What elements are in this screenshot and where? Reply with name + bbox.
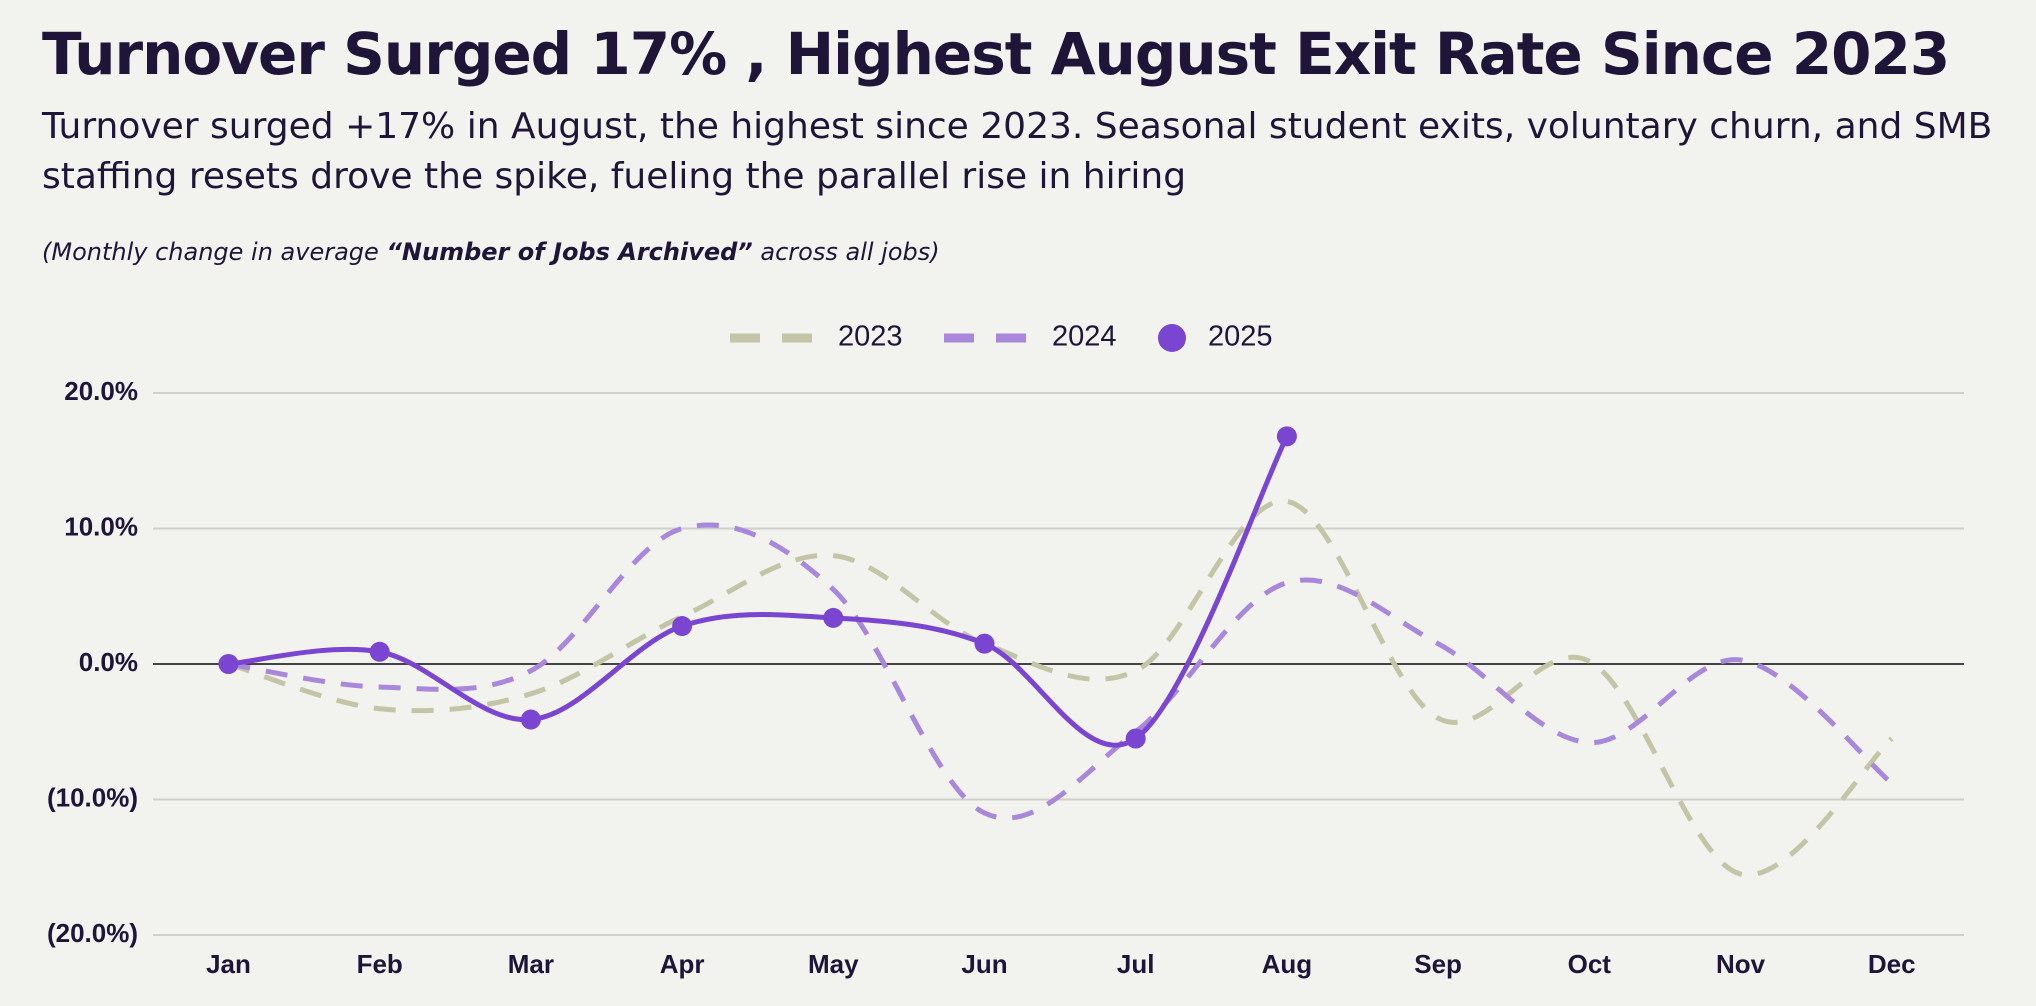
series-marker <box>520 709 541 730</box>
x-tick-label: Sep <box>1414 949 1462 979</box>
legend-symbol <box>1158 324 1186 352</box>
x-tick-label: Jun <box>961 949 1007 979</box>
x-tick-label: Apr <box>660 949 705 979</box>
y-tick-label: 10.0% <box>64 511 138 541</box>
legend-label: 2025 <box>1208 321 1273 353</box>
x-tick-label: Nov <box>1716 949 1766 979</box>
x-tick-label: Oct <box>1568 949 1612 979</box>
x-tick-label: Jul <box>1117 949 1155 979</box>
series-marker <box>974 633 995 654</box>
series-marker <box>369 641 390 662</box>
chart-title: Turnover Surged 17% , Highest August Exi… <box>42 20 1950 88</box>
series-marker <box>1276 426 1297 447</box>
x-tick-label: May <box>808 949 859 979</box>
x-tick-label: Jan <box>206 949 251 979</box>
y-tick-label: (20.0%) <box>47 918 138 948</box>
legend-label: 2023 <box>838 321 903 353</box>
note-text: (Monthly change in average <box>42 238 387 266</box>
series-line <box>228 522 1894 821</box>
legend-label: 2024 <box>1052 321 1117 353</box>
x-tick-label: Dec <box>1868 949 1916 979</box>
series-marker <box>823 607 844 628</box>
y-tick-label: (10.0%) <box>47 782 138 812</box>
y-tick-label: 20.0% <box>64 376 138 406</box>
series-line <box>228 435 1290 748</box>
series-marker <box>672 616 693 637</box>
x-tick-label: Feb <box>357 949 403 979</box>
chart-subtitle: Turnover surged +17% in August, the high… <box>42 106 1993 197</box>
x-tick-label: Aug <box>1262 949 1313 979</box>
series-line <box>227 498 1894 878</box>
series-marker <box>1125 728 1146 749</box>
y-tick-label: 0.0% <box>79 647 138 677</box>
series-marker <box>218 654 239 674</box>
chart-note: (Monthly change in average “Number of Jo… <box>42 238 940 266</box>
note-text: across all jobs) <box>752 238 940 266</box>
note-emphasis: “Number of Jobs Archived” <box>386 238 753 266</box>
x-tick-label: Mar <box>508 949 554 979</box>
